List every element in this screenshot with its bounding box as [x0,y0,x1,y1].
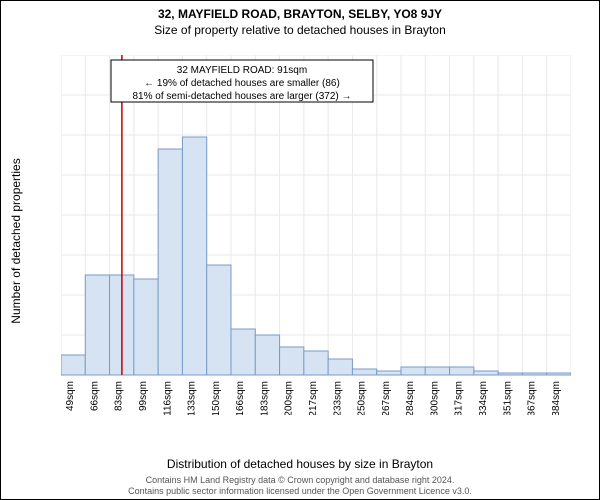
svg-text:250sqm: 250sqm [357,381,368,415]
chart-title: 32, MAYFIELD ROAD, BRAYTON, SELBY, YO8 9… [1,7,599,21]
bar [522,373,546,375]
svg-text:133sqm: 133sqm [187,381,198,415]
bar [255,335,279,375]
svg-text:267sqm: 267sqm [381,381,392,415]
svg-text:32 MAYFIELD ROAD: 91sqm: 32 MAYFIELD ROAD: 91sqm [177,65,307,76]
chart-subtitle: Size of property relative to detached ho… [1,23,599,37]
svg-text:217sqm: 217sqm [308,381,319,415]
svg-text:183sqm: 183sqm [259,381,270,415]
svg-text:← 19% of detached houses are s: ← 19% of detached houses are smaller (86… [144,78,340,89]
bar [231,329,255,375]
annotation-box: 32 MAYFIELD ROAD: 91sqm ← 19% of detached… [111,60,373,102]
svg-text:351sqm: 351sqm [502,381,513,415]
bar [401,367,425,375]
bar [304,351,328,375]
bar [207,265,231,375]
svg-text:49sqm: 49sqm [65,381,76,411]
bar [498,373,522,375]
footer: Contains HM Land Registry data © Crown c… [1,475,599,497]
svg-text:150sqm: 150sqm [211,381,222,415]
footer-line-2: Contains public sector information licen… [1,486,599,497]
bar [182,137,206,375]
svg-text:200sqm: 200sqm [284,381,295,415]
footer-line-1: Contains HM Land Registry data © Crown c… [1,475,599,486]
svg-text:233sqm: 233sqm [332,381,343,415]
chart-container: 32, MAYFIELD ROAD, BRAYTON, SELBY, YO8 9… [0,0,600,500]
x-axis: 49sqm 66sqm 83sqm 99sqm 116sqm 133sqm 150sqm 16… [65,381,562,415]
bar [425,367,449,375]
svg-text:166sqm: 166sqm [235,381,246,415]
svg-text:367sqm: 367sqm [527,381,538,415]
svg-text:384sqm: 384sqm [551,381,562,415]
bar [352,369,376,375]
chart-plot: 020406080100120140160 49sqm66sqm83sqm99s… [61,55,571,415]
bar [547,373,571,375]
bar [450,367,474,375]
svg-text:99sqm: 99sqm [138,381,149,411]
bar [85,275,109,375]
bar [377,371,401,375]
svg-text:334sqm: 334sqm [478,381,489,415]
bar [328,359,352,375]
svg-text:81% of semi-detached houses ar: 81% of semi-detached houses are larger (… [132,91,351,102]
bar [158,149,182,375]
svg-text:284sqm: 284sqm [405,381,416,415]
y-axis-label: Number of detached properties [9,76,23,241]
svg-text:317sqm: 317sqm [454,381,465,415]
bar [474,371,498,375]
svg-text:300sqm: 300sqm [429,381,440,415]
svg-text:66sqm: 66sqm [89,381,100,411]
bar [134,279,158,375]
bar [61,355,85,375]
bars [61,137,571,375]
svg-text:83sqm: 83sqm [114,381,125,411]
svg-text:116sqm: 116sqm [162,381,173,415]
x-axis-label: Distribution of detached houses by size … [1,457,599,471]
bar [280,347,304,375]
